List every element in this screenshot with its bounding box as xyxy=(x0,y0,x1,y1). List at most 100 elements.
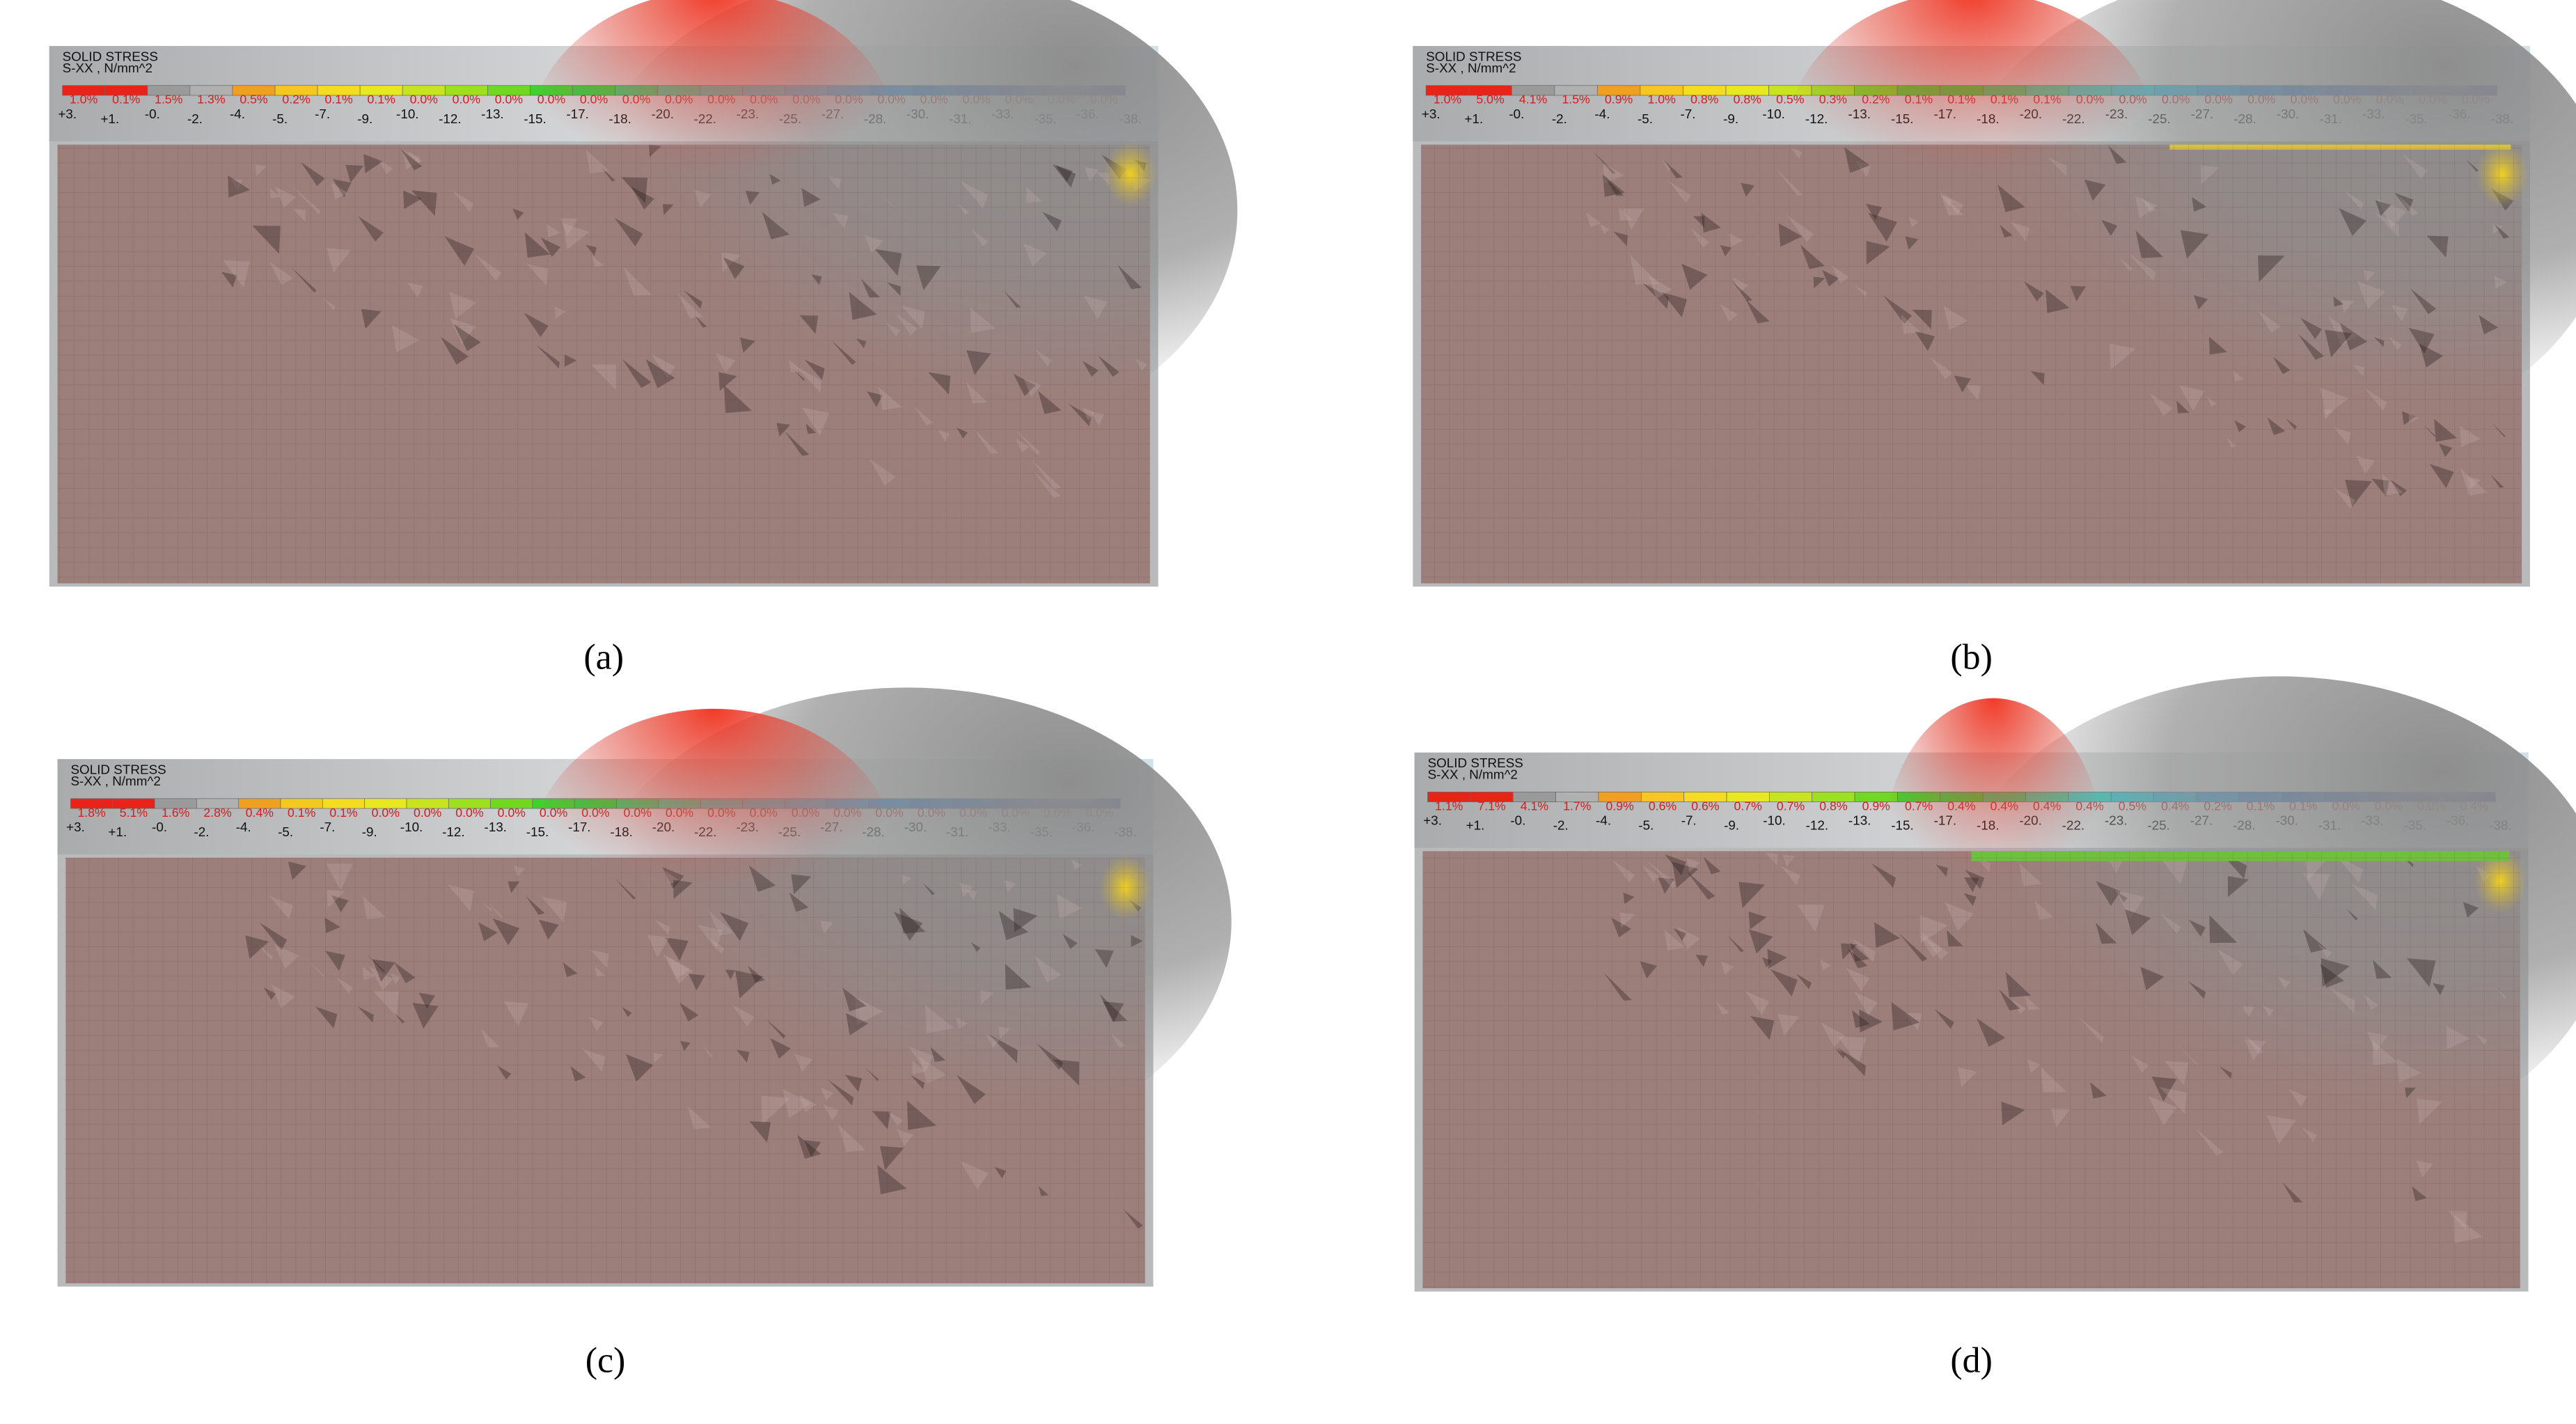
legend-percentage: 0.0% xyxy=(410,93,439,107)
legend-scale-label: +3. xyxy=(1422,107,1440,121)
legend-scale-label: -10. xyxy=(1762,107,1785,121)
legend-scale-label: +1. xyxy=(1466,818,1485,833)
legend-title: SOLID STRESS xyxy=(63,49,158,63)
legend-scale-label: +3. xyxy=(66,820,85,834)
legend-percentage: 0.0% xyxy=(414,806,442,820)
legend-scale-label: -7. xyxy=(1681,107,1696,121)
legend-percentage: 1.3% xyxy=(197,93,226,107)
legend-percentage: 0.7% xyxy=(1734,799,1763,813)
legend-scale-label: -5. xyxy=(1638,111,1653,126)
legend-percentage: 4.1% xyxy=(1519,93,1548,107)
legend-scale-label: -0. xyxy=(145,107,160,121)
legend-scale-label: -7. xyxy=(320,820,335,834)
legend-subtitle: S-XX , N/mm^2 xyxy=(63,61,152,75)
legend-title: SOLID STRESS xyxy=(70,762,166,776)
panel-caption: (a) xyxy=(583,638,624,678)
legend-scale-label: -13. xyxy=(1848,813,1871,828)
legend-scale-label: -5. xyxy=(278,824,293,839)
legend-percentage: 0.1% xyxy=(112,93,141,107)
panel-caption: (d) xyxy=(1950,1340,1993,1380)
legend-scale-label: -2. xyxy=(194,824,209,839)
legend-scale-label: -13. xyxy=(481,107,504,121)
legend-scale-label: -4. xyxy=(230,107,245,121)
legend-percentage: 1.0% xyxy=(1648,93,1676,107)
legend-scale-label: -4. xyxy=(1594,107,1610,121)
legend-percentage: 0.2% xyxy=(282,93,311,107)
legend-percentage: 0.8% xyxy=(1690,93,1719,107)
legend-scale-label: -4. xyxy=(236,820,251,834)
legend-scale-label: -9. xyxy=(362,824,377,839)
legend-percentage: 1.6% xyxy=(162,806,190,820)
legend-scale-label: -9. xyxy=(357,111,372,126)
legend-percentage: 1.8% xyxy=(77,806,106,820)
legend-percentage: 0.1% xyxy=(324,93,353,107)
legend-scale-label: -2. xyxy=(187,111,203,126)
legend-scale-label: -0. xyxy=(152,820,167,834)
legend-scale-label: -2. xyxy=(1553,818,1569,833)
legend-scale-label: +1. xyxy=(100,111,119,126)
panel-caption: (b) xyxy=(1950,638,1993,678)
legend-scale-label: -9. xyxy=(1724,818,1739,833)
legend-percentage: 0.9% xyxy=(1862,799,1891,813)
legend-scale-label: -0. xyxy=(1509,107,1524,121)
legend-percentage: 1.5% xyxy=(155,93,183,107)
legend-percentage: 0.0% xyxy=(495,93,524,107)
legend-percentage: 5.1% xyxy=(120,806,148,820)
legend-scale-label: -7. xyxy=(1681,813,1697,828)
legend-percentage: 0.4% xyxy=(246,806,274,820)
legend-scale-label: -4. xyxy=(1596,813,1611,828)
legend-percentage: 4.1% xyxy=(1521,799,1549,813)
legend-subtitle: S-XX , N/mm^2 xyxy=(1426,61,1516,75)
legend-scale-label: -9. xyxy=(1723,111,1738,126)
legend-percentage: 0.8% xyxy=(1819,799,1848,813)
legend-scale-label: -10. xyxy=(1763,813,1785,828)
legend-scale-label: -12. xyxy=(439,111,462,126)
legend-percentage: 0.0% xyxy=(498,806,526,820)
legend-percentage: 0.5% xyxy=(239,93,268,107)
legend-subtitle: S-XX , N/mm^2 xyxy=(1428,767,1518,782)
legend-percentage: 0.6% xyxy=(1691,799,1720,813)
mesh-grid xyxy=(1421,144,2522,584)
legend-percentage: 0.7% xyxy=(1777,799,1805,813)
legend-title: SOLID STRESS xyxy=(1426,49,1521,63)
legend-percentage: 5.0% xyxy=(1476,93,1505,107)
legend-percentage: 1.0% xyxy=(70,93,98,107)
legend-percentage: 0.0% xyxy=(372,806,400,820)
legend-scale-label: -10. xyxy=(400,820,423,834)
legend-percentage: 0.1% xyxy=(288,806,316,820)
legend-percentage: 1.5% xyxy=(1562,93,1590,107)
legend-percentage: 2.8% xyxy=(203,806,232,820)
legend-percentage: 0.1% xyxy=(368,93,396,107)
legend-subtitle: S-XX , N/mm^2 xyxy=(70,774,160,788)
legend-scale-label: +3. xyxy=(1423,813,1442,828)
legend-percentage: 0.8% xyxy=(1734,93,1762,107)
legend-scale-label: -0. xyxy=(1510,813,1525,828)
legend-percentage: 1.0% xyxy=(1434,93,1462,107)
legend-scale-label: -10. xyxy=(396,107,419,121)
legend-scale-label: -5. xyxy=(272,111,288,126)
legend-scale-label: +3. xyxy=(58,107,77,121)
legend-scale-label: -5. xyxy=(1638,818,1654,833)
legend-percentage: 0.1% xyxy=(329,806,358,820)
legend-scale-label: +1. xyxy=(1464,111,1483,126)
mesh-grid xyxy=(57,144,1150,584)
legend-scale-label: -7. xyxy=(315,107,330,121)
legend-percentage: 1.7% xyxy=(1563,799,1592,813)
legend-scale-label: -12. xyxy=(442,824,465,839)
legend-percentage: 0.6% xyxy=(1649,799,1677,813)
legend-percentage: 0.0% xyxy=(453,93,481,107)
legend-scale-label: -2. xyxy=(1552,111,1567,126)
panel-caption: (c) xyxy=(586,1340,626,1380)
mesh-grid xyxy=(65,857,1145,1283)
legend-percentage: 7.1% xyxy=(1477,799,1506,813)
legend-scale-label: -13. xyxy=(484,820,507,834)
legend-scale-label: +1. xyxy=(108,824,127,839)
mesh-grid xyxy=(1422,851,2520,1289)
legend-percentage: 1.1% xyxy=(1435,799,1463,813)
